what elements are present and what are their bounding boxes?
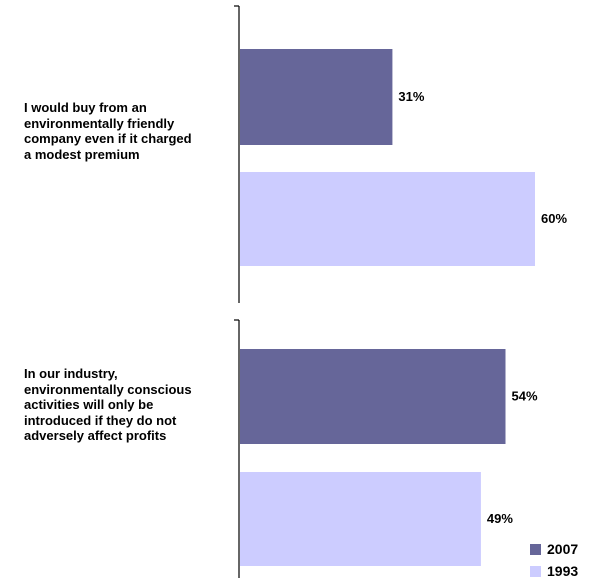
bar-2007-category-2 <box>240 349 506 444</box>
data-label-2007-category-1: 31% <box>398 89 424 104</box>
bar-1993-category-1 <box>240 172 535 266</box>
bar-1993-category-2 <box>240 472 481 566</box>
legend: 2007 1993 <box>530 538 578 582</box>
legend-swatch-1993 <box>530 565 541 577</box>
legend-label-2007: 2007 <box>547 541 579 557</box>
category-label-1: I would buy from an environmentally frie… <box>24 100 192 162</box>
data-label-2007-category-2: 54% <box>512 389 538 404</box>
legend-item-2007: 2007 <box>530 538 578 560</box>
data-label-1993-category-2: 49% <box>487 511 513 526</box>
category-label-2: In our industry, environmentally conscio… <box>24 366 192 443</box>
legend-label-1993: 1993 <box>547 563 579 579</box>
bar-2007-category-1 <box>240 49 393 145</box>
data-label-1993-category-1: 60% <box>541 211 567 226</box>
legend-item-1993: 1993 <box>530 560 578 582</box>
legend-swatch-2007 <box>530 543 541 555</box>
